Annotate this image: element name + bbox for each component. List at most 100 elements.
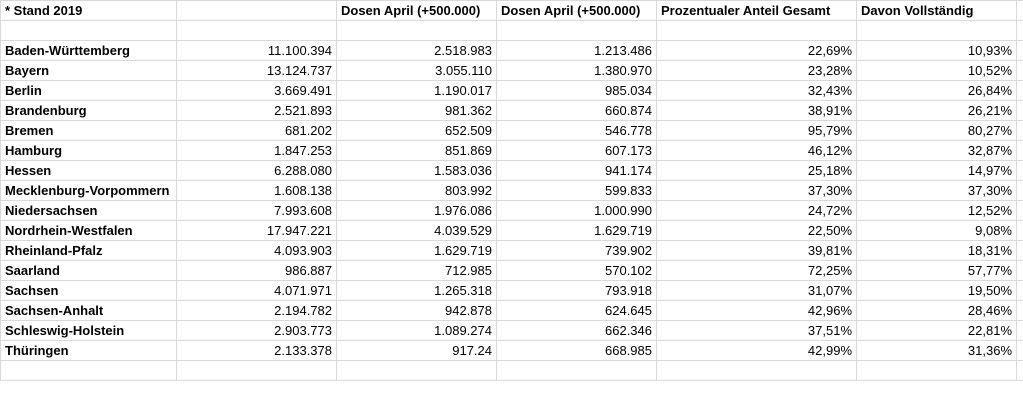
empty-cell[interactable]	[0, 20, 177, 41]
doses-april-1-cell[interactable]: 1.629.719	[336, 240, 497, 261]
percent-total-cell[interactable]: 46,12%	[656, 140, 857, 161]
doses-april-1-cell[interactable]: 1.265.318	[336, 280, 497, 301]
doses-april-1-cell[interactable]: 803.992	[336, 180, 497, 201]
fully-vaccinated-cell[interactable]: 18,31%	[856, 240, 1017, 261]
empty-cell[interactable]	[1016, 60, 1023, 81]
population-cell[interactable]: 13.124.737	[176, 60, 337, 81]
fully-vaccinated-cell[interactable]: 19,50%	[856, 280, 1017, 301]
doses-april-2-cell[interactable]: 1.629.719	[496, 220, 657, 241]
state-name-cell[interactable]: Hamburg	[0, 140, 177, 161]
doses-april-1-cell[interactable]: 851.869	[336, 140, 497, 161]
doses-april-1-cell[interactable]: 1.976.086	[336, 200, 497, 221]
fully-vaccinated-cell[interactable]: 12,52%	[856, 200, 1017, 221]
empty-cell[interactable]	[496, 360, 657, 381]
empty-cell[interactable]	[1016, 200, 1023, 221]
population-cell[interactable]: 6.288.080	[176, 160, 337, 181]
empty-cell[interactable]	[856, 20, 1017, 41]
empty-cell[interactable]	[856, 360, 1017, 381]
doses-april-2-cell[interactable]: 570.102	[496, 260, 657, 281]
state-name-cell[interactable]: Sachsen	[0, 280, 177, 301]
header-cell-percent-total[interactable]: Prozentualer Anteil Gesamt	[656, 0, 857, 21]
state-name-cell[interactable]: Thüringen	[0, 340, 177, 361]
percent-total-cell[interactable]: 42,99%	[656, 340, 857, 361]
state-name-cell[interactable]: Saarland	[0, 260, 177, 281]
population-cell[interactable]: 2.903.773	[176, 320, 337, 341]
empty-cell[interactable]	[1016, 340, 1023, 361]
empty-cell[interactable]	[1016, 320, 1023, 341]
population-cell[interactable]: 7.993.608	[176, 200, 337, 221]
population-cell[interactable]: 2.521.893	[176, 100, 337, 121]
fully-vaccinated-cell[interactable]: 9,08%	[856, 220, 1017, 241]
doses-april-1-cell[interactable]: 712.985	[336, 260, 497, 281]
population-cell[interactable]: 4.093.903	[176, 240, 337, 261]
fully-vaccinated-cell[interactable]: 26,21%	[856, 100, 1017, 121]
percent-total-cell[interactable]: 22,69%	[656, 40, 857, 61]
doses-april-1-cell[interactable]: 1.190.017	[336, 80, 497, 101]
doses-april-2-cell[interactable]: 1.213.486	[496, 40, 657, 61]
doses-april-2-cell[interactable]: 1.000.990	[496, 200, 657, 221]
header-cell-stand[interactable]: * Stand 2019	[0, 0, 177, 21]
empty-cell[interactable]	[1016, 20, 1023, 41]
fully-vaccinated-cell[interactable]: 37,30%	[856, 180, 1017, 201]
doses-april-1-cell[interactable]: 942.878	[336, 300, 497, 321]
population-cell[interactable]: 1.608.138	[176, 180, 337, 201]
empty-cell[interactable]	[1016, 280, 1023, 301]
population-cell[interactable]: 2.133.378	[176, 340, 337, 361]
state-name-cell[interactable]: Mecklenburg-Vorpommern	[0, 180, 177, 201]
empty-cell[interactable]	[336, 360, 497, 381]
percent-total-cell[interactable]: 38,91%	[656, 100, 857, 121]
empty-cell[interactable]	[1016, 180, 1023, 201]
empty-cell[interactable]	[176, 360, 337, 381]
state-name-cell[interactable]: Bremen	[0, 120, 177, 141]
percent-total-cell[interactable]: 25,18%	[656, 160, 857, 181]
percent-total-cell[interactable]: 24,72%	[656, 200, 857, 221]
state-name-cell[interactable]: Niedersachsen	[0, 200, 177, 221]
percent-total-cell[interactable]: 95,79%	[656, 120, 857, 141]
empty-cell[interactable]	[656, 360, 857, 381]
empty-cell[interactable]	[1016, 240, 1023, 261]
empty-cell[interactable]	[1016, 0, 1023, 21]
population-cell[interactable]: 3.669.491	[176, 80, 337, 101]
empty-cell[interactable]	[1016, 80, 1023, 101]
state-name-cell[interactable]: Brandenburg	[0, 100, 177, 121]
fully-vaccinated-cell[interactable]: 26,84%	[856, 80, 1017, 101]
percent-total-cell[interactable]: 22,50%	[656, 220, 857, 241]
doses-april-2-cell[interactable]: 546.778	[496, 120, 657, 141]
state-name-cell[interactable]: Nordrhein-Westfalen	[0, 220, 177, 241]
empty-cell[interactable]	[1016, 100, 1023, 121]
doses-april-2-cell[interactable]: 662.346	[496, 320, 657, 341]
state-name-cell[interactable]: Bayern	[0, 60, 177, 81]
header-cell-doses-april-2[interactable]: Dosen April (+500.000)	[496, 0, 657, 21]
fully-vaccinated-cell[interactable]: 22,81%	[856, 320, 1017, 341]
doses-april-2-cell[interactable]: 599.833	[496, 180, 657, 201]
fully-vaccinated-cell[interactable]: 28,46%	[856, 300, 1017, 321]
doses-april-2-cell[interactable]: 1.380.970	[496, 60, 657, 81]
population-cell[interactable]: 4.071.971	[176, 280, 337, 301]
header-cell-doses-april-1[interactable]: Dosen April (+500.000)	[336, 0, 497, 21]
state-name-cell[interactable]: Schleswig-Holstein	[0, 320, 177, 341]
percent-total-cell[interactable]: 42,96%	[656, 300, 857, 321]
doses-april-2-cell[interactable]: 624.645	[496, 300, 657, 321]
empty-cell[interactable]	[1016, 140, 1023, 161]
empty-cell[interactable]	[336, 20, 497, 41]
doses-april-1-cell[interactable]: 3.055.110	[336, 60, 497, 81]
doses-april-1-cell[interactable]: 917.24	[336, 340, 497, 361]
percent-total-cell[interactable]: 32,43%	[656, 80, 857, 101]
population-cell[interactable]: 1.847.253	[176, 140, 337, 161]
empty-cell[interactable]	[1016, 360, 1023, 381]
empty-cell[interactable]	[1016, 120, 1023, 141]
population-cell[interactable]: 2.194.782	[176, 300, 337, 321]
doses-april-2-cell[interactable]: 941.174	[496, 160, 657, 181]
empty-cell[interactable]	[1016, 300, 1023, 321]
state-name-cell[interactable]: Rheinland-Pfalz	[0, 240, 177, 261]
empty-cell[interactable]	[656, 20, 857, 41]
percent-total-cell[interactable]: 37,30%	[656, 180, 857, 201]
percent-total-cell[interactable]: 37,51%	[656, 320, 857, 341]
doses-april-2-cell[interactable]: 660.874	[496, 100, 657, 121]
population-cell[interactable]: 681.202	[176, 120, 337, 141]
fully-vaccinated-cell[interactable]: 57,77%	[856, 260, 1017, 281]
fully-vaccinated-cell[interactable]: 10,52%	[856, 60, 1017, 81]
percent-total-cell[interactable]: 23,28%	[656, 60, 857, 81]
header-cell-fully-vaccinated[interactable]: Davon Vollständig	[856, 0, 1017, 21]
fully-vaccinated-cell[interactable]: 14,97%	[856, 160, 1017, 181]
